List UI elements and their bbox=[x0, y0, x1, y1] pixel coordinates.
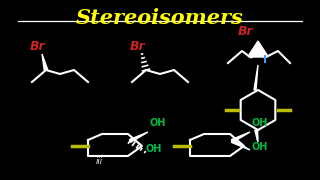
Polygon shape bbox=[252, 43, 264, 57]
Text: Br: Br bbox=[238, 25, 254, 38]
Text: iii: iii bbox=[96, 157, 103, 166]
Text: OH: OH bbox=[146, 144, 162, 154]
Polygon shape bbox=[254, 65, 258, 90]
Polygon shape bbox=[255, 130, 258, 142]
Text: Br: Br bbox=[30, 40, 46, 53]
Polygon shape bbox=[42, 54, 48, 70]
Polygon shape bbox=[258, 41, 268, 58]
Text: I: I bbox=[255, 130, 260, 143]
Text: Stereoisomers: Stereoisomers bbox=[76, 8, 244, 28]
Polygon shape bbox=[129, 132, 148, 142]
Text: Br: Br bbox=[130, 40, 146, 53]
Polygon shape bbox=[248, 41, 258, 58]
Polygon shape bbox=[231, 140, 250, 150]
Text: OH: OH bbox=[251, 142, 268, 152]
Text: OH: OH bbox=[149, 118, 165, 128]
Text: I: I bbox=[263, 55, 267, 65]
Polygon shape bbox=[231, 132, 250, 142]
Text: OH: OH bbox=[251, 118, 268, 128]
